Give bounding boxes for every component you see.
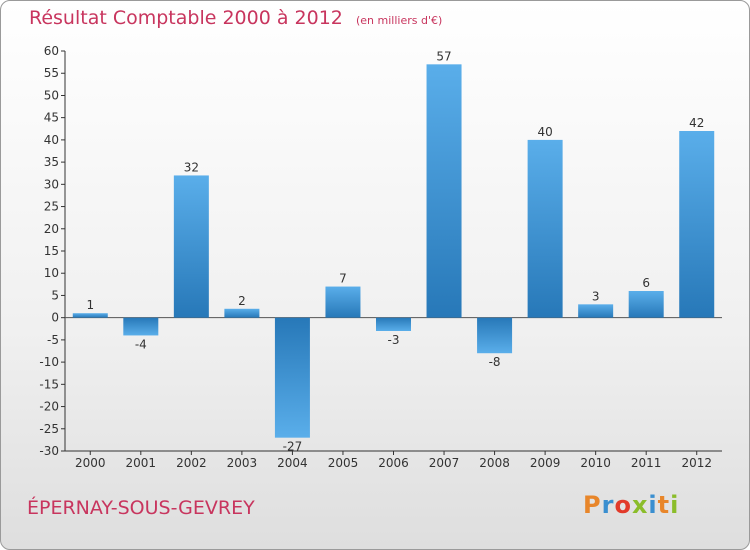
x-tick-label: 2000	[75, 456, 106, 470]
y-tick-label: -30	[39, 444, 59, 458]
chart-title: Résultat Comptable 2000 à 2012 (en milli…	[29, 7, 442, 29]
bar-2009	[527, 139, 563, 318]
data-label: 40	[537, 125, 552, 139]
bar-2004	[274, 317, 310, 438]
logo-letter: P	[583, 491, 602, 519]
data-label: 1	[86, 298, 94, 312]
chart-title-unit: (en milliers d'€)	[355, 14, 443, 27]
y-tick-label: 30	[44, 177, 59, 191]
data-label: -27	[283, 440, 303, 454]
y-tick-label: -15	[39, 377, 59, 391]
data-label: 42	[689, 116, 704, 130]
x-tick-label: 2005	[328, 456, 359, 470]
data-label: 2	[238, 294, 246, 308]
x-tick-label: 2001	[126, 456, 157, 470]
x-tick-label: 2006	[378, 456, 409, 470]
y-tick-label: 40	[44, 133, 59, 147]
data-label: -3	[388, 333, 400, 347]
y-tick-label: 60	[44, 44, 59, 58]
y-tick-label: -20	[39, 400, 59, 414]
y-tick-label: 0	[51, 311, 59, 325]
y-tick-label: 10	[44, 266, 59, 280]
y-tick-label: 35	[44, 155, 59, 169]
x-tick-label: 2007	[429, 456, 460, 470]
x-tick-label: 2008	[479, 456, 510, 470]
chart-title-main: Résultat Comptable 2000 à 2012	[29, 7, 343, 29]
x-tick-label: 2009	[530, 456, 561, 470]
bar-2001	[123, 317, 159, 336]
bar-2012	[679, 131, 715, 318]
bar-2006	[376, 317, 411, 331]
logo-letter: t	[657, 491, 671, 519]
y-tick-label: 15	[44, 244, 59, 258]
y-tick-label: -10	[39, 355, 59, 369]
data-label: 32	[184, 160, 199, 174]
y-tick-label: 45	[44, 111, 59, 125]
bar-2010	[578, 304, 614, 318]
data-label: 7	[339, 272, 347, 286]
x-tick-label: 2003	[227, 456, 258, 470]
y-tick-label: -25	[39, 422, 59, 436]
x-tick-label: 2011	[631, 456, 662, 470]
proxiti-logo: Proxiti	[583, 491, 679, 519]
data-label: 3	[592, 289, 600, 303]
logo-letter: o	[614, 491, 632, 519]
data-label: 57	[436, 49, 451, 63]
bar-2011	[628, 291, 664, 318]
data-label: -4	[135, 337, 147, 351]
data-label: -8	[489, 355, 501, 369]
bar-2007	[426, 64, 462, 318]
bar-2000	[72, 313, 108, 318]
bar-2008	[477, 317, 513, 354]
logo-letter: i	[648, 491, 658, 519]
y-tick-label: 20	[44, 222, 59, 236]
logo-letter: r	[601, 491, 615, 519]
logo-letter: i	[670, 491, 680, 519]
x-tick-label: 2002	[176, 456, 207, 470]
y-tick-label: 5	[51, 288, 59, 302]
x-tick-label: 2010	[580, 456, 611, 470]
y-tick-label: -5	[47, 333, 59, 347]
data-label: 6	[642, 276, 650, 290]
town-name: ÉPERNAY-SOUS-GEVREY	[27, 497, 255, 519]
logo-letter: x	[631, 491, 649, 519]
bar-2005	[325, 286, 361, 318]
y-tick-label: 50	[44, 88, 59, 102]
bar-2002	[173, 175, 209, 318]
x-tick-label: 2012	[681, 456, 712, 470]
bar-2003	[224, 308, 260, 318]
x-tick-label: 2004	[277, 456, 308, 470]
y-tick-label: 55	[44, 66, 59, 80]
y-tick-label: 25	[44, 200, 59, 214]
